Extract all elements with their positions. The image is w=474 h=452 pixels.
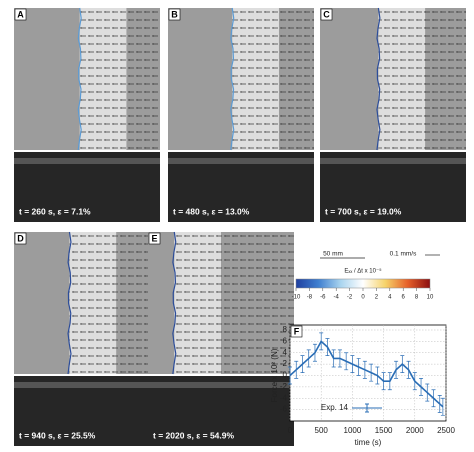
y-axis-label: Force x 10² (N): [270, 348, 279, 402]
y-tick-label: -2: [280, 382, 288, 391]
colorbar-tick-label: 10: [427, 295, 434, 301]
colorbar-tick-label: -8: [307, 295, 313, 301]
interface: [172, 231, 177, 375]
panel-caption: t = 260 s, ε = 7.1%: [19, 206, 91, 216]
panel-label: E: [151, 233, 157, 243]
panel-label: D: [17, 233, 24, 243]
label-box: [14, 232, 27, 245]
scale-velocity: 0.1 mm/s: [390, 251, 417, 258]
label-box: [320, 8, 333, 21]
plot-area: [289, 324, 447, 422]
y-tick-label: 4: [283, 348, 288, 357]
x-tick-label: 2500: [437, 426, 455, 435]
interface: [67, 231, 72, 375]
panel-caption: t = 480 s, ε = 13.0%: [173, 206, 250, 216]
colorbar-tick-label: -4: [334, 295, 340, 301]
panel-caption: t = 700 s, ε = 19.0%: [325, 206, 402, 216]
displacement-field: [69, 232, 160, 374]
series-line: [289, 340, 444, 408]
y-tick-label: -4: [280, 393, 288, 402]
colorbar-tick-label: 4: [388, 295, 392, 301]
panel-label: B: [171, 9, 178, 19]
displacement-field: [232, 8, 314, 150]
displacement-field: [378, 8, 466, 150]
colorbar-tick-label: 6: [402, 295, 406, 301]
colorbar-tick-label: -2: [347, 295, 353, 301]
side-strip: [168, 158, 314, 164]
side-strip: [14, 158, 160, 164]
y-tick-label: 6: [283, 336, 288, 345]
x-tick-label: 2000: [406, 426, 424, 435]
x-tick-label: 1500: [375, 426, 393, 435]
y-tick-label: 0: [283, 371, 288, 380]
colorbar-tick-label: -6: [320, 295, 326, 301]
label-box: [148, 232, 161, 245]
interface: [230, 7, 235, 151]
colorbar-tick-label: 0: [361, 295, 365, 301]
label-box: [290, 325, 303, 338]
colorbar-tick-label: 8: [415, 295, 419, 301]
panel-label: F: [294, 326, 300, 336]
colorbar-tick-label: 2: [375, 295, 379, 301]
panel-label: C: [323, 9, 330, 19]
label-box: [14, 8, 27, 21]
x-tick-label: 500: [315, 426, 329, 435]
label-box: [168, 8, 181, 21]
legend-label: Exp. 14: [321, 403, 349, 412]
y-tick-label: 2: [283, 359, 288, 368]
side-strip: [320, 158, 466, 164]
error-bar: [440, 397, 445, 416]
colorbar: Eₓₓ / Δt x 10⁻⁵: [295, 268, 431, 289]
scale-length: 50 mm: [323, 251, 343, 258]
interface: [77, 7, 82, 151]
x-tick-label: 0: [288, 426, 293, 435]
displacement-field: [79, 8, 160, 150]
legend-line: [352, 403, 382, 413]
panel-label: A: [17, 9, 24, 19]
colorbar-bar: [295, 278, 431, 289]
colorbar-tick-label: -10: [292, 295, 301, 301]
colorbar-label: Eₓₓ / Δt x 10⁻⁵: [344, 268, 382, 275]
interface: [376, 7, 381, 151]
side-strip: [148, 382, 294, 388]
displacement-field: [174, 232, 294, 374]
x-axis-label: time (s): [355, 438, 382, 447]
panel-caption: t = 2020 s, ε = 54.9%: [153, 430, 235, 440]
panel-caption: t = 940 s, ε = 25.5%: [19, 430, 96, 440]
x-tick-label: 1000: [344, 426, 362, 435]
y-tick-label: -6: [280, 405, 288, 414]
scale: 50 mm 0.1 mm/s: [320, 251, 440, 259]
side-strip: [14, 382, 160, 388]
y-tick-label: 8: [283, 325, 288, 334]
